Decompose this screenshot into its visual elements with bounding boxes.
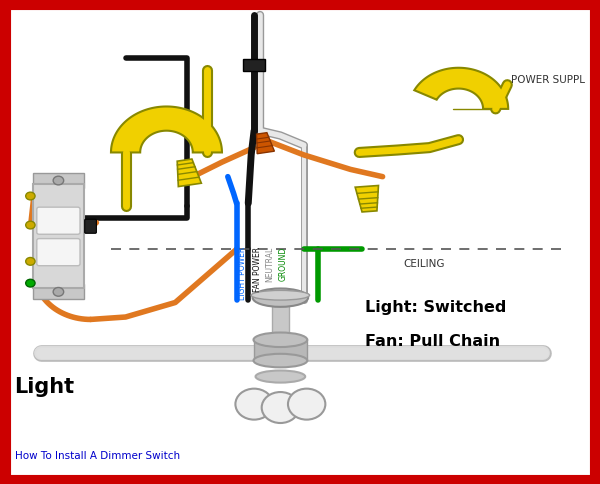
Text: Light: Switched: Light: Switched: [365, 300, 506, 315]
Text: LIGHT POWER: LIGHT POWER: [238, 247, 247, 300]
Ellipse shape: [254, 354, 307, 367]
Text: Light: Light: [14, 377, 75, 397]
Circle shape: [288, 389, 325, 420]
Polygon shape: [177, 159, 202, 186]
Circle shape: [26, 221, 35, 229]
Text: NEUTRAL: NEUTRAL: [265, 247, 274, 282]
Circle shape: [262, 392, 299, 423]
FancyBboxPatch shape: [33, 284, 83, 299]
Polygon shape: [257, 133, 274, 154]
Ellipse shape: [253, 288, 308, 307]
Ellipse shape: [254, 333, 307, 347]
FancyBboxPatch shape: [33, 184, 84, 288]
Text: POWER SUPPL: POWER SUPPL: [511, 75, 585, 85]
Polygon shape: [355, 185, 379, 212]
FancyBboxPatch shape: [37, 239, 80, 266]
Text: How To Install A Dimmer Switch: How To Install A Dimmer Switch: [14, 451, 180, 461]
Circle shape: [26, 279, 35, 287]
FancyBboxPatch shape: [37, 207, 80, 234]
FancyBboxPatch shape: [254, 339, 307, 361]
Polygon shape: [111, 106, 222, 152]
Ellipse shape: [256, 371, 305, 382]
Polygon shape: [414, 68, 508, 109]
FancyBboxPatch shape: [243, 59, 265, 71]
Circle shape: [235, 389, 273, 420]
FancyBboxPatch shape: [272, 298, 289, 341]
Text: Fan: Pull Chain: Fan: Pull Chain: [365, 334, 500, 348]
Text: FAN POWER: FAN POWER: [253, 247, 262, 292]
Ellipse shape: [251, 290, 310, 300]
Text: GROUND: GROUND: [278, 247, 287, 281]
FancyBboxPatch shape: [33, 173, 83, 188]
FancyBboxPatch shape: [85, 219, 97, 233]
Text: CEILING: CEILING: [403, 259, 445, 269]
Circle shape: [26, 192, 35, 200]
Circle shape: [26, 257, 35, 265]
Circle shape: [53, 176, 64, 185]
Circle shape: [53, 287, 64, 296]
